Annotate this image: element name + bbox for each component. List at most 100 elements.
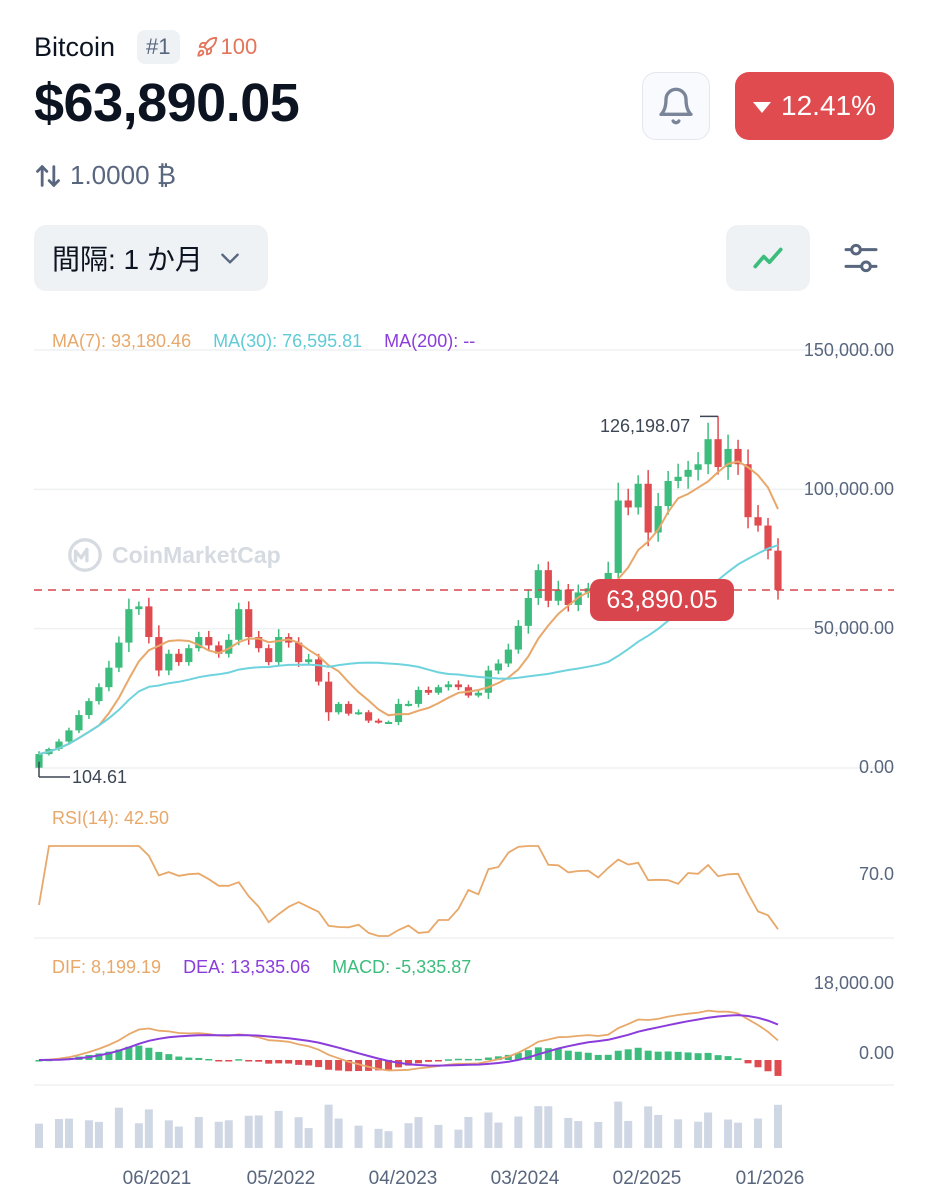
candle-up bbox=[35, 754, 43, 768]
candle-down bbox=[145, 606, 153, 638]
macd-histogram-bar bbox=[744, 1060, 752, 1064]
low-label: 104.61 bbox=[72, 767, 128, 787]
y-tick-100000: 100,000.00 bbox=[803, 479, 894, 499]
volume-bar bbox=[494, 1122, 503, 1148]
macd-histogram-bar bbox=[644, 1050, 652, 1060]
candle-down bbox=[155, 637, 163, 671]
macd-histogram-bar bbox=[225, 1060, 233, 1062]
x-tick-04-2023: 04/2023 bbox=[368, 1168, 438, 1189]
candle-up bbox=[614, 500, 622, 573]
candle-up bbox=[404, 703, 413, 706]
macd-tick-0: 0.00 bbox=[858, 1043, 894, 1063]
watchlist-count[interactable]: 100 bbox=[196, 34, 258, 60]
coin-header: Bitcoin #1 100 bbox=[34, 30, 257, 64]
candle-up bbox=[584, 588, 592, 593]
chart-settings-button[interactable] bbox=[826, 225, 896, 291]
macd-histogram-bar bbox=[704, 1052, 712, 1060]
candle-up bbox=[275, 637, 283, 663]
macd-histogram-bar bbox=[195, 1057, 203, 1060]
macd-label: MACD: -5,335.87 bbox=[332, 957, 472, 977]
volume-bar bbox=[194, 1117, 203, 1148]
candle-down bbox=[215, 645, 223, 654]
candle-down bbox=[315, 659, 323, 682]
candle-down bbox=[754, 517, 762, 526]
candle-up bbox=[444, 684, 453, 688]
candle-up bbox=[684, 469, 692, 477]
macd-histogram-bar bbox=[604, 1054, 612, 1060]
x-tick-03-2024: 03/2024 bbox=[490, 1168, 560, 1189]
volume-bar bbox=[134, 1123, 143, 1148]
volume-bar bbox=[144, 1109, 153, 1148]
macd-histogram-bar bbox=[385, 1060, 393, 1070]
candle-up bbox=[165, 653, 173, 671]
candle-down bbox=[644, 483, 652, 533]
macd-histogram-bar bbox=[305, 1060, 313, 1066]
candle-up bbox=[524, 598, 532, 626]
volume-bar bbox=[114, 1107, 123, 1148]
candle-down bbox=[734, 448, 742, 465]
macd-histogram-bar bbox=[574, 1051, 582, 1060]
macd-histogram-bar bbox=[365, 1060, 373, 1071]
macd-panel bbox=[35, 1009, 782, 1076]
macd-histogram-bar bbox=[145, 1047, 153, 1060]
macd-legend: DIF: 8,199.19 DEA: 13,535.06 MACD: -5,33… bbox=[52, 957, 493, 978]
volume-bar bbox=[464, 1116, 473, 1148]
volume-bar bbox=[514, 1116, 523, 1148]
macd-histogram-bar bbox=[554, 1048, 562, 1060]
volume-bar bbox=[654, 1114, 663, 1148]
macd-histogram-bar bbox=[524, 1050, 532, 1060]
chart-type-button[interactable] bbox=[726, 225, 810, 291]
macd-histogram-bar bbox=[105, 1051, 113, 1060]
macd-histogram-bar bbox=[95, 1053, 103, 1060]
x-tick-06-2021: 06/2021 bbox=[122, 1168, 192, 1189]
macd-histogram-bar bbox=[215, 1060, 223, 1062]
macd-histogram-bar bbox=[634, 1047, 642, 1060]
macd-histogram-bar bbox=[375, 1060, 383, 1071]
candle-up bbox=[75, 715, 83, 731]
volume-bar bbox=[414, 1117, 423, 1148]
price-change-badge[interactable]: 12.41% bbox=[735, 72, 894, 140]
volume-bar bbox=[624, 1120, 633, 1148]
volume-bar bbox=[574, 1121, 583, 1148]
volume-bar bbox=[324, 1104, 333, 1148]
candle-up bbox=[225, 639, 233, 654]
candle-down bbox=[245, 609, 253, 638]
sliders-icon bbox=[844, 243, 878, 273]
ma-legend: MA(7): 93,180.46 MA(30): 76,595.81 MA(20… bbox=[52, 331, 497, 352]
volume-bar bbox=[35, 1123, 43, 1148]
candle-down bbox=[374, 720, 383, 723]
candle-down bbox=[544, 570, 552, 601]
candle-up bbox=[95, 687, 103, 702]
macd-histogram-bar bbox=[255, 1060, 263, 1062]
price-alert-button[interactable] bbox=[642, 72, 710, 140]
volume-bar bbox=[354, 1125, 363, 1148]
candle-down bbox=[624, 500, 632, 508]
interval-select[interactable]: 間隔: 1 か月 bbox=[34, 225, 268, 291]
conversion-row[interactable]: 1.0000 ₿ bbox=[34, 160, 176, 191]
candle-up bbox=[125, 609, 133, 643]
watchlist-count-value: 100 bbox=[220, 34, 258, 59]
y-tick-150000: 150,000.00 bbox=[803, 340, 894, 360]
volume-bar bbox=[774, 1104, 782, 1148]
macd-histogram-bar bbox=[734, 1058, 742, 1060]
macd-histogram-bar bbox=[764, 1060, 772, 1072]
volume-bar bbox=[734, 1122, 743, 1148]
volume-bar bbox=[674, 1119, 683, 1148]
candle-down bbox=[774, 550, 782, 590]
macd-histogram-bar bbox=[275, 1060, 283, 1064]
volume-bar bbox=[224, 1120, 233, 1148]
ma7-line bbox=[38, 460, 779, 756]
macd-histogram-bar bbox=[694, 1053, 702, 1060]
volume-bar bbox=[704, 1112, 713, 1148]
line-chart-icon bbox=[753, 247, 783, 269]
candle-up bbox=[554, 589, 562, 601]
candle-up bbox=[195, 637, 203, 649]
macd-histogram-bar bbox=[405, 1060, 412, 1066]
macd-histogram-bar bbox=[185, 1057, 193, 1060]
macd-histogram-bar bbox=[205, 1058, 213, 1061]
volume-bar bbox=[404, 1123, 413, 1148]
volume-bar bbox=[754, 1118, 763, 1148]
candle-up bbox=[664, 480, 672, 507]
price-markers bbox=[34, 415, 894, 778]
